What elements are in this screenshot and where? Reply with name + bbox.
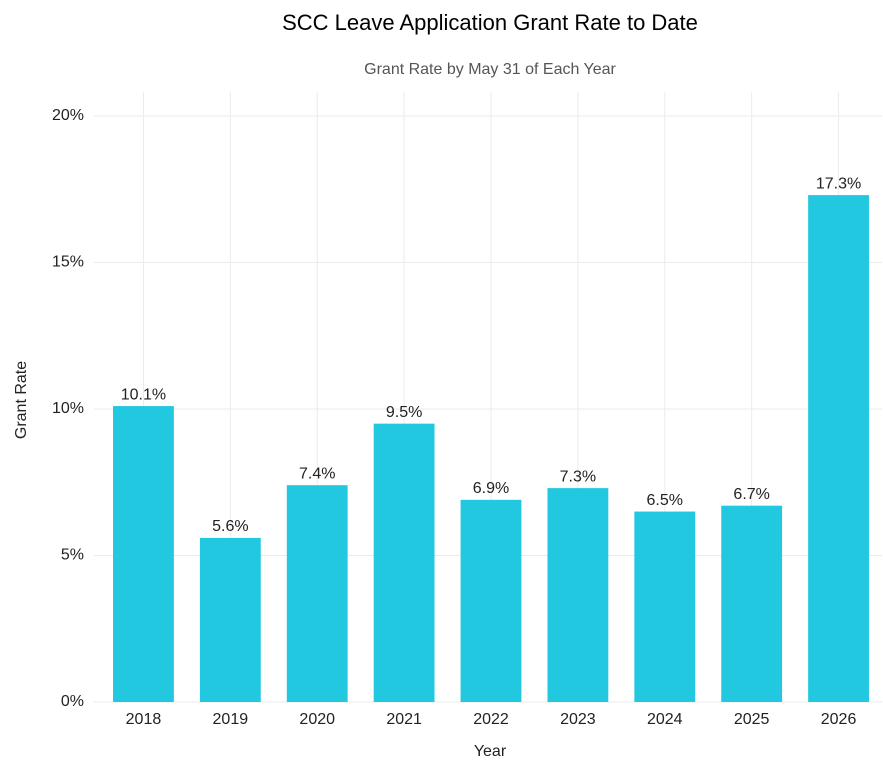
x-tick-label: 2022 (473, 711, 509, 728)
x-tick-label: 2021 (386, 711, 422, 728)
data-label: 5.6% (212, 518, 248, 535)
x-tick-label: 2018 (126, 711, 162, 728)
x-tick-label: 2019 (213, 711, 249, 728)
data-label: 7.4% (299, 465, 335, 482)
data-label: 10.1% (121, 386, 166, 403)
x-tick-label: 2025 (734, 711, 770, 728)
x-tick-label: 2023 (560, 711, 596, 728)
y-tick-label: 15% (52, 254, 84, 271)
y-axis-title: Grant Rate (13, 361, 30, 439)
y-tick-label: 10% (52, 400, 84, 417)
bar (460, 499, 522, 702)
bar (199, 537, 261, 702)
data-label: 17.3% (816, 175, 861, 192)
x-axis-title: Year (474, 743, 507, 760)
data-label: 9.5% (386, 404, 422, 421)
chart-subtitle: Grant Rate by May 31 of Each Year (364, 61, 616, 78)
y-tick-label: 20% (52, 107, 84, 124)
bar (721, 505, 783, 702)
data-label: 6.7% (733, 486, 769, 503)
bar (286, 485, 348, 702)
bar (547, 488, 609, 702)
x-tick-label: 2026 (821, 711, 857, 728)
bar (113, 406, 174, 702)
x-tick-label: 2024 (647, 711, 683, 728)
data-label: 7.3% (560, 468, 596, 485)
y-tick-label: 5% (61, 547, 84, 564)
chart-title: SCC Leave Application Grant Rate to Date (282, 10, 698, 35)
bar (634, 511, 696, 702)
y-tick-label: 0% (61, 693, 84, 710)
bar (373, 423, 435, 702)
data-label: 6.9% (473, 480, 509, 497)
bar (808, 195, 869, 703)
data-label: 6.5% (647, 492, 683, 509)
x-tick-label: 2020 (299, 711, 335, 728)
